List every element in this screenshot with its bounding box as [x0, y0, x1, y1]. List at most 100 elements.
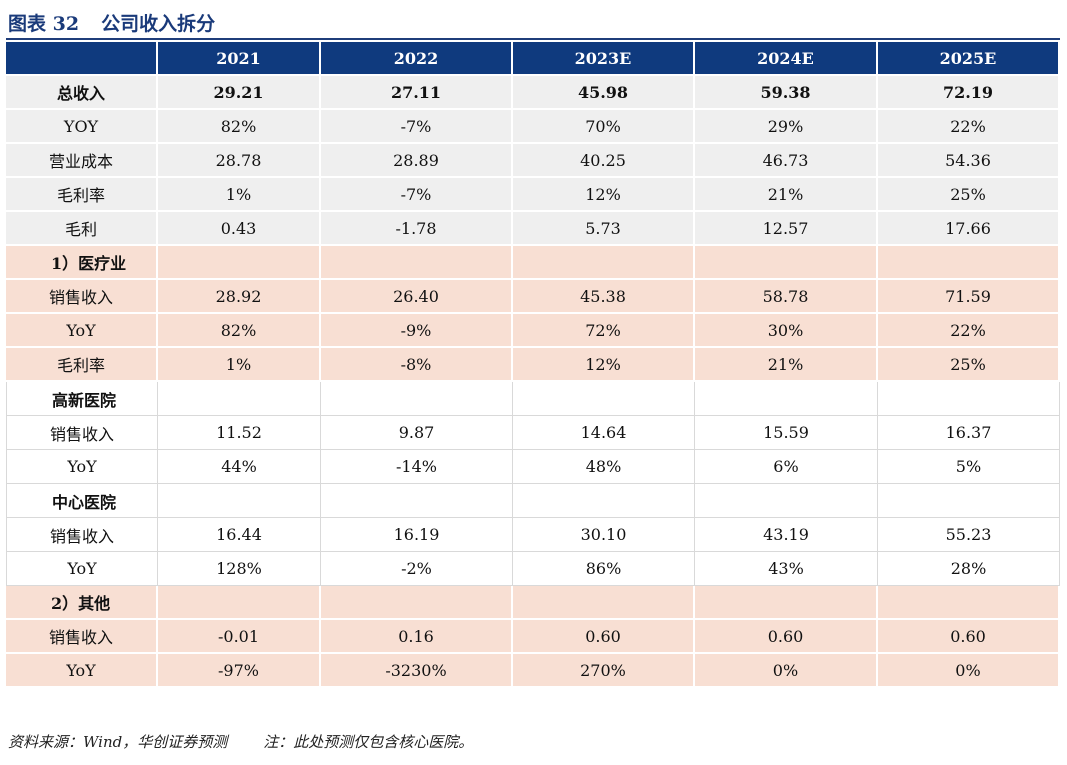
table-cell: 28% — [878, 552, 1060, 586]
table-cell — [158, 484, 321, 518]
section-label: 高新医院 — [6, 382, 158, 416]
table-cell: 16.44 — [158, 518, 321, 552]
table-body: 总收入 29.21 27.11 45.98 59.38 72.19 YOY 82% -7% 70%… — [6, 76, 1060, 688]
table-cell: 0.60 — [695, 620, 878, 654]
table-row: 高新医院 — [6, 382, 1060, 416]
row-label: 销售收入 — [6, 518, 158, 552]
table-cell: 128% — [158, 552, 321, 586]
row-label: 销售收入 — [6, 416, 158, 450]
table-cell: -8% — [321, 348, 513, 382]
table-header-row: 2021 2022 2023E 2024E 2025E — [6, 42, 1060, 76]
table-cell: 27.11 — [321, 76, 513, 110]
table-cell: 270% — [513, 654, 695, 688]
table-cell: 82% — [158, 314, 321, 348]
row-label: 总收入 — [6, 76, 158, 110]
table-cell: 86% — [513, 552, 695, 586]
table-cell: 5% — [878, 450, 1060, 484]
table-cell: 44% — [158, 450, 321, 484]
source-text: 资料来源：Wind，华创证券预测 — [8, 733, 228, 751]
table-cell — [513, 484, 695, 518]
table-row: 毛利 0.43 -1.78 5.73 12.57 17.66 — [6, 212, 1060, 246]
table-cell: -1.78 — [321, 212, 513, 246]
header-cell-2025e: 2025E — [878, 42, 1060, 76]
source-footer: 资料来源：Wind，华创证券预测 注：此处预测仅包含核心医院。 — [8, 731, 473, 752]
row-label: 营业成本 — [6, 144, 158, 178]
row-label: 销售收入 — [6, 620, 158, 654]
row-label: 毛利率 — [6, 348, 158, 382]
table-cell: 55.23 — [878, 518, 1060, 552]
table-cell: 14.64 — [513, 416, 695, 450]
table-cell: -7% — [321, 110, 513, 144]
header-cell-2024e: 2024E — [695, 42, 878, 76]
row-label: 毛利 — [6, 212, 158, 246]
table-cell: 26.40 — [321, 280, 513, 314]
table-row: 销售收入 -0.01 0.16 0.60 0.60 0.60 — [6, 620, 1060, 654]
table-cell: 5.73 — [513, 212, 695, 246]
table-cell: 82% — [158, 110, 321, 144]
table-row: YOY 82% -7% 70% 29% 22% — [6, 110, 1060, 144]
table-cell: 0% — [695, 654, 878, 688]
table-cell: 48% — [513, 450, 695, 484]
row-label: YOY — [6, 110, 158, 144]
table-cell: 0.43 — [158, 212, 321, 246]
table-cell: 22% — [878, 110, 1060, 144]
table-cell: 0% — [878, 654, 1060, 688]
table-cell: 40.25 — [513, 144, 695, 178]
row-label: YoY — [6, 552, 158, 586]
header-cell-2023e: 2023E — [513, 42, 695, 76]
table-cell: 1% — [158, 348, 321, 382]
table-cell: -97% — [158, 654, 321, 688]
table-cell: 11.52 — [158, 416, 321, 450]
table-row: 总收入 29.21 27.11 45.98 59.38 72.19 — [6, 76, 1060, 110]
row-label: YoY — [6, 654, 158, 688]
table-cell: -9% — [321, 314, 513, 348]
table-cell — [878, 586, 1060, 620]
row-label: YoY — [6, 314, 158, 348]
table-cell — [321, 586, 513, 620]
table-cell: 15.59 — [695, 416, 878, 450]
table-cell — [513, 586, 695, 620]
revenue-breakdown-table: 2021 2022 2023E 2024E 2025E 总收入 29.21 27.1… — [6, 42, 1060, 688]
table-cell — [321, 382, 513, 416]
row-label: YoY — [6, 450, 158, 484]
table-cell: 12% — [513, 348, 695, 382]
table-cell: 0.60 — [513, 620, 695, 654]
table-cell: 43.19 — [695, 518, 878, 552]
table-cell: 25% — [878, 178, 1060, 212]
figure-title: 公司收入拆分 — [101, 12, 216, 35]
table-row: 2）其他 — [6, 586, 1060, 620]
table-row: 1）医疗业 — [6, 246, 1060, 280]
note-text: 注：此处预测仅包含核心医院。 — [263, 733, 474, 751]
table-row: 中心医院 — [6, 484, 1060, 518]
table-row: YoY 128% -2% 86% 43% 28% — [6, 552, 1060, 586]
table-row: 销售收入 16.44 16.19 30.10 43.19 55.23 — [6, 518, 1060, 552]
table-cell — [878, 382, 1060, 416]
table-cell: 1% — [158, 178, 321, 212]
table-row: 营业成本 28.78 28.89 40.25 46.73 54.36 — [6, 144, 1060, 178]
table-cell: 29.21 — [158, 76, 321, 110]
table-cell: 43% — [695, 552, 878, 586]
row-label: 毛利率 — [6, 178, 158, 212]
table-cell: 25% — [878, 348, 1060, 382]
table-cell: 16.19 — [321, 518, 513, 552]
table-cell: -0.01 — [158, 620, 321, 654]
table-cell: -3230% — [321, 654, 513, 688]
table-cell: 45.38 — [513, 280, 695, 314]
table-row: YoY -97% -3230% 270% 0% 0% — [6, 654, 1060, 688]
table-cell: 58.78 — [695, 280, 878, 314]
table-row: YoY 82% -9% 72% 30% 22% — [6, 314, 1060, 348]
table-cell: 0.60 — [878, 620, 1060, 654]
table-cell: 22% — [878, 314, 1060, 348]
table-cell: 72.19 — [878, 76, 1060, 110]
section-label: 1）医疗业 — [6, 246, 158, 280]
table-cell — [878, 484, 1060, 518]
table-cell — [695, 382, 878, 416]
table-cell: -2% — [321, 552, 513, 586]
section-label: 中心医院 — [6, 484, 158, 518]
table-cell: 12.57 — [695, 212, 878, 246]
table-cell — [695, 484, 878, 518]
table-row: 毛利率 1% -7% 12% 21% 25% — [6, 178, 1060, 212]
table-row: 销售收入 11.52 9.87 14.64 15.59 16.37 — [6, 416, 1060, 450]
title-divider — [6, 38, 1060, 40]
table-cell: 71.59 — [878, 280, 1060, 314]
